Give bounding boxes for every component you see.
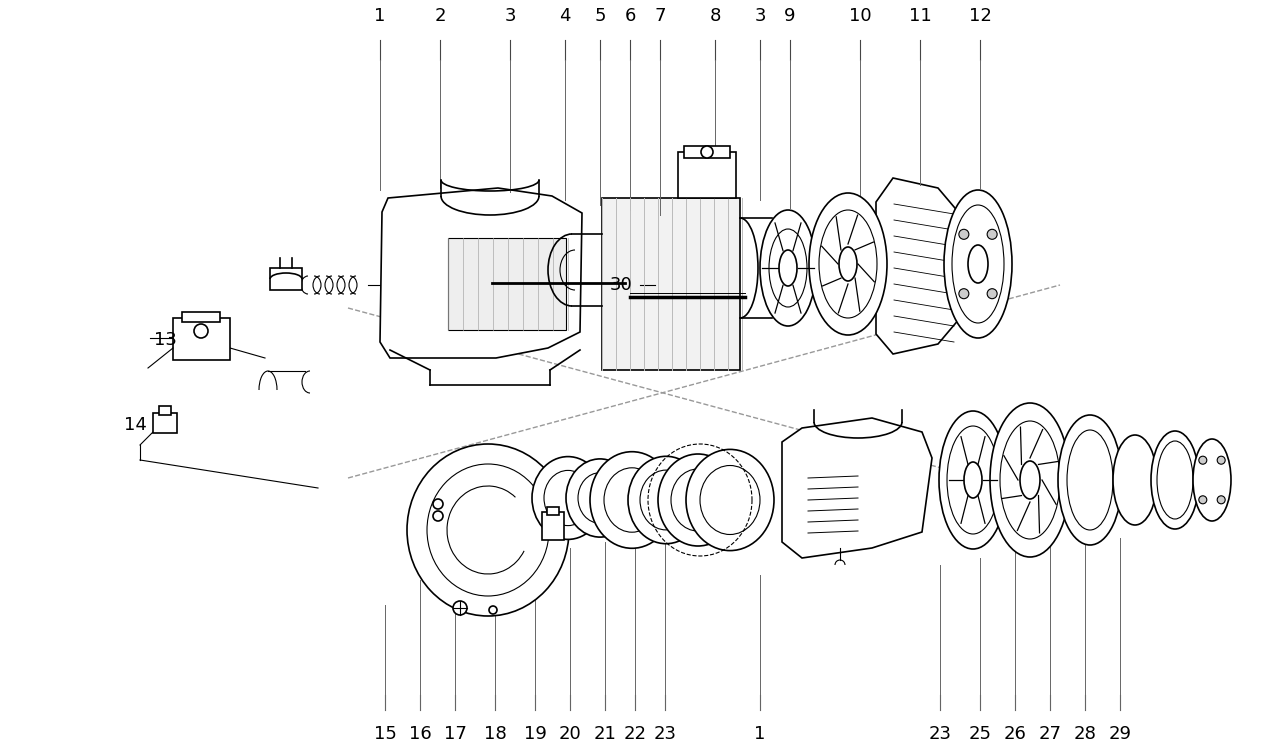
Text: 1: 1 <box>374 7 385 25</box>
Circle shape <box>453 601 467 615</box>
Circle shape <box>433 511 443 521</box>
Circle shape <box>195 324 207 338</box>
Text: 12: 12 <box>969 7 992 25</box>
Ellipse shape <box>658 454 739 546</box>
Text: 23: 23 <box>928 725 951 743</box>
Text: 9: 9 <box>785 7 796 25</box>
FancyBboxPatch shape <box>678 152 736 198</box>
Text: 14: 14 <box>124 416 147 434</box>
Text: 29: 29 <box>1108 725 1132 743</box>
Ellipse shape <box>407 444 570 616</box>
Circle shape <box>433 499 443 509</box>
Text: 2: 2 <box>434 7 445 25</box>
FancyBboxPatch shape <box>547 507 559 515</box>
FancyBboxPatch shape <box>448 238 566 330</box>
Polygon shape <box>380 188 582 358</box>
Ellipse shape <box>809 193 887 335</box>
Ellipse shape <box>968 245 988 283</box>
Ellipse shape <box>1114 435 1157 525</box>
Text: 18: 18 <box>484 725 507 743</box>
Text: 20: 20 <box>558 725 581 743</box>
Ellipse shape <box>760 210 817 326</box>
FancyBboxPatch shape <box>270 268 302 290</box>
FancyBboxPatch shape <box>173 318 230 360</box>
Ellipse shape <box>940 411 1007 549</box>
Text: 6: 6 <box>625 7 636 25</box>
Text: 1: 1 <box>754 725 765 743</box>
Ellipse shape <box>628 456 704 544</box>
Ellipse shape <box>566 459 634 537</box>
FancyBboxPatch shape <box>541 512 564 540</box>
FancyBboxPatch shape <box>182 312 220 322</box>
Polygon shape <box>782 418 932 558</box>
Text: 30: 30 <box>609 276 632 294</box>
Text: 26: 26 <box>1004 725 1027 743</box>
Circle shape <box>489 606 497 614</box>
FancyBboxPatch shape <box>159 406 172 415</box>
Circle shape <box>701 146 713 158</box>
Ellipse shape <box>838 247 858 281</box>
Text: 19: 19 <box>524 725 547 743</box>
Text: 16: 16 <box>408 725 431 743</box>
FancyBboxPatch shape <box>602 198 740 370</box>
Text: 5: 5 <box>594 7 605 25</box>
Text: 22: 22 <box>623 725 646 743</box>
Text: 25: 25 <box>969 725 992 743</box>
Ellipse shape <box>780 250 797 286</box>
Ellipse shape <box>964 462 982 498</box>
Ellipse shape <box>532 457 604 539</box>
Ellipse shape <box>1020 461 1039 499</box>
Text: 7: 7 <box>654 7 666 25</box>
Text: 23: 23 <box>654 725 677 743</box>
Text: 15: 15 <box>374 725 397 743</box>
Text: 3: 3 <box>754 7 765 25</box>
Ellipse shape <box>1193 439 1231 521</box>
Circle shape <box>1199 456 1207 464</box>
Ellipse shape <box>686 449 774 550</box>
Polygon shape <box>876 178 960 354</box>
FancyBboxPatch shape <box>154 413 177 433</box>
Circle shape <box>1199 496 1207 504</box>
Ellipse shape <box>989 403 1070 557</box>
Text: 13: 13 <box>154 331 177 349</box>
Text: 4: 4 <box>559 7 571 25</box>
Ellipse shape <box>945 190 1012 338</box>
Circle shape <box>1217 496 1225 504</box>
Text: 8: 8 <box>709 7 721 25</box>
Text: 27: 27 <box>1038 725 1061 743</box>
Text: 21: 21 <box>594 725 617 743</box>
Text: 11: 11 <box>909 7 932 25</box>
Circle shape <box>987 289 997 298</box>
Text: 17: 17 <box>444 725 466 743</box>
Ellipse shape <box>590 452 675 548</box>
Text: 28: 28 <box>1074 725 1097 743</box>
Circle shape <box>987 230 997 239</box>
Ellipse shape <box>1059 415 1123 545</box>
Circle shape <box>959 230 969 239</box>
Circle shape <box>1217 456 1225 464</box>
Text: 3: 3 <box>504 7 516 25</box>
FancyBboxPatch shape <box>684 146 730 158</box>
Circle shape <box>959 289 969 298</box>
Ellipse shape <box>1151 431 1199 529</box>
Text: 10: 10 <box>849 7 872 25</box>
